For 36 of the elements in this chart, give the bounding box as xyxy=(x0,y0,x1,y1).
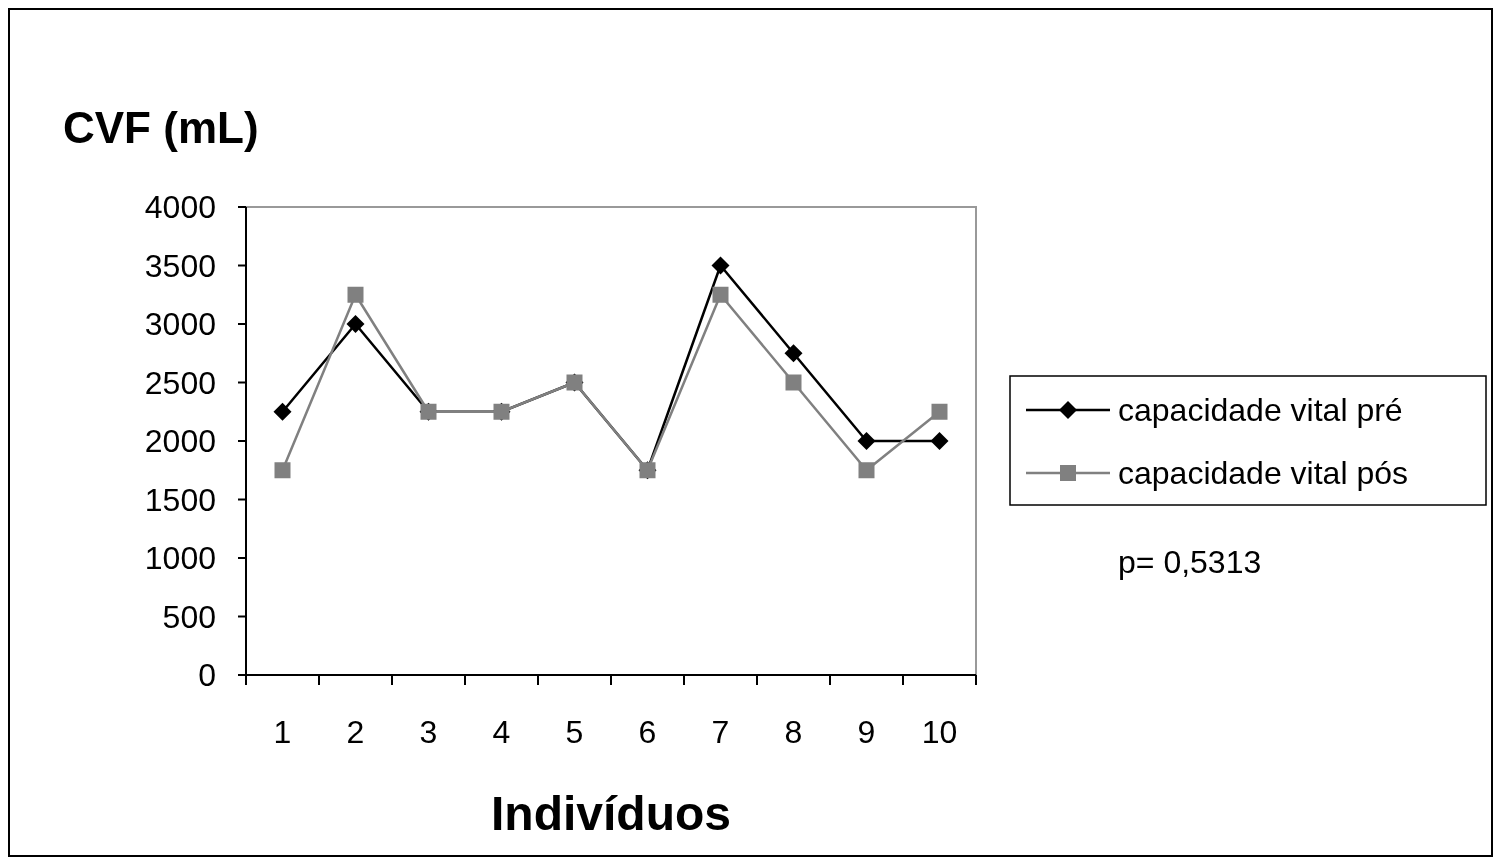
x-tick-label: 2 xyxy=(346,714,365,750)
y-tick-label: 1500 xyxy=(144,481,216,518)
point xyxy=(858,462,875,479)
x-tick-label: 8 xyxy=(784,714,803,750)
y-tick-label: 2000 xyxy=(144,423,216,460)
point xyxy=(273,402,292,421)
y-tick-label: 3000 xyxy=(144,306,216,343)
x-tick-label: 5 xyxy=(565,714,584,750)
point xyxy=(711,256,730,275)
point xyxy=(857,432,876,450)
point xyxy=(784,344,803,363)
x-axis-title: Indivíduos xyxy=(491,787,731,840)
point xyxy=(347,286,364,303)
legend-label: capacidade vital pós xyxy=(1118,455,1408,492)
y-axis-title: CVF (mL) xyxy=(63,103,259,152)
y-tick-label: 0 xyxy=(198,657,216,694)
point xyxy=(712,286,729,303)
point xyxy=(274,462,291,479)
text: p= 0,5313 xyxy=(1118,544,1262,580)
x-tick-label: 10 xyxy=(921,714,958,750)
x-tick-label: 4 xyxy=(492,714,511,750)
y-tick-label: 3500 xyxy=(144,247,216,284)
y-tick-label: 2500 xyxy=(144,364,216,401)
y-tick-label: 1000 xyxy=(144,540,216,577)
point xyxy=(346,315,365,333)
y-tick-label: 4000 xyxy=(144,189,216,226)
point xyxy=(785,374,802,391)
y-tick-label: 500 xyxy=(162,598,216,635)
point xyxy=(930,432,949,450)
x-tick-label: 1 xyxy=(273,714,292,750)
x-tick-label: 6 xyxy=(638,714,657,750)
x-tick-label: 3 xyxy=(419,714,438,750)
x-tick-label: 7 xyxy=(711,714,730,750)
legend-label: capacidade vital pré xyxy=(1118,392,1403,429)
x-tick-label: 9 xyxy=(857,714,876,750)
point xyxy=(931,403,948,420)
